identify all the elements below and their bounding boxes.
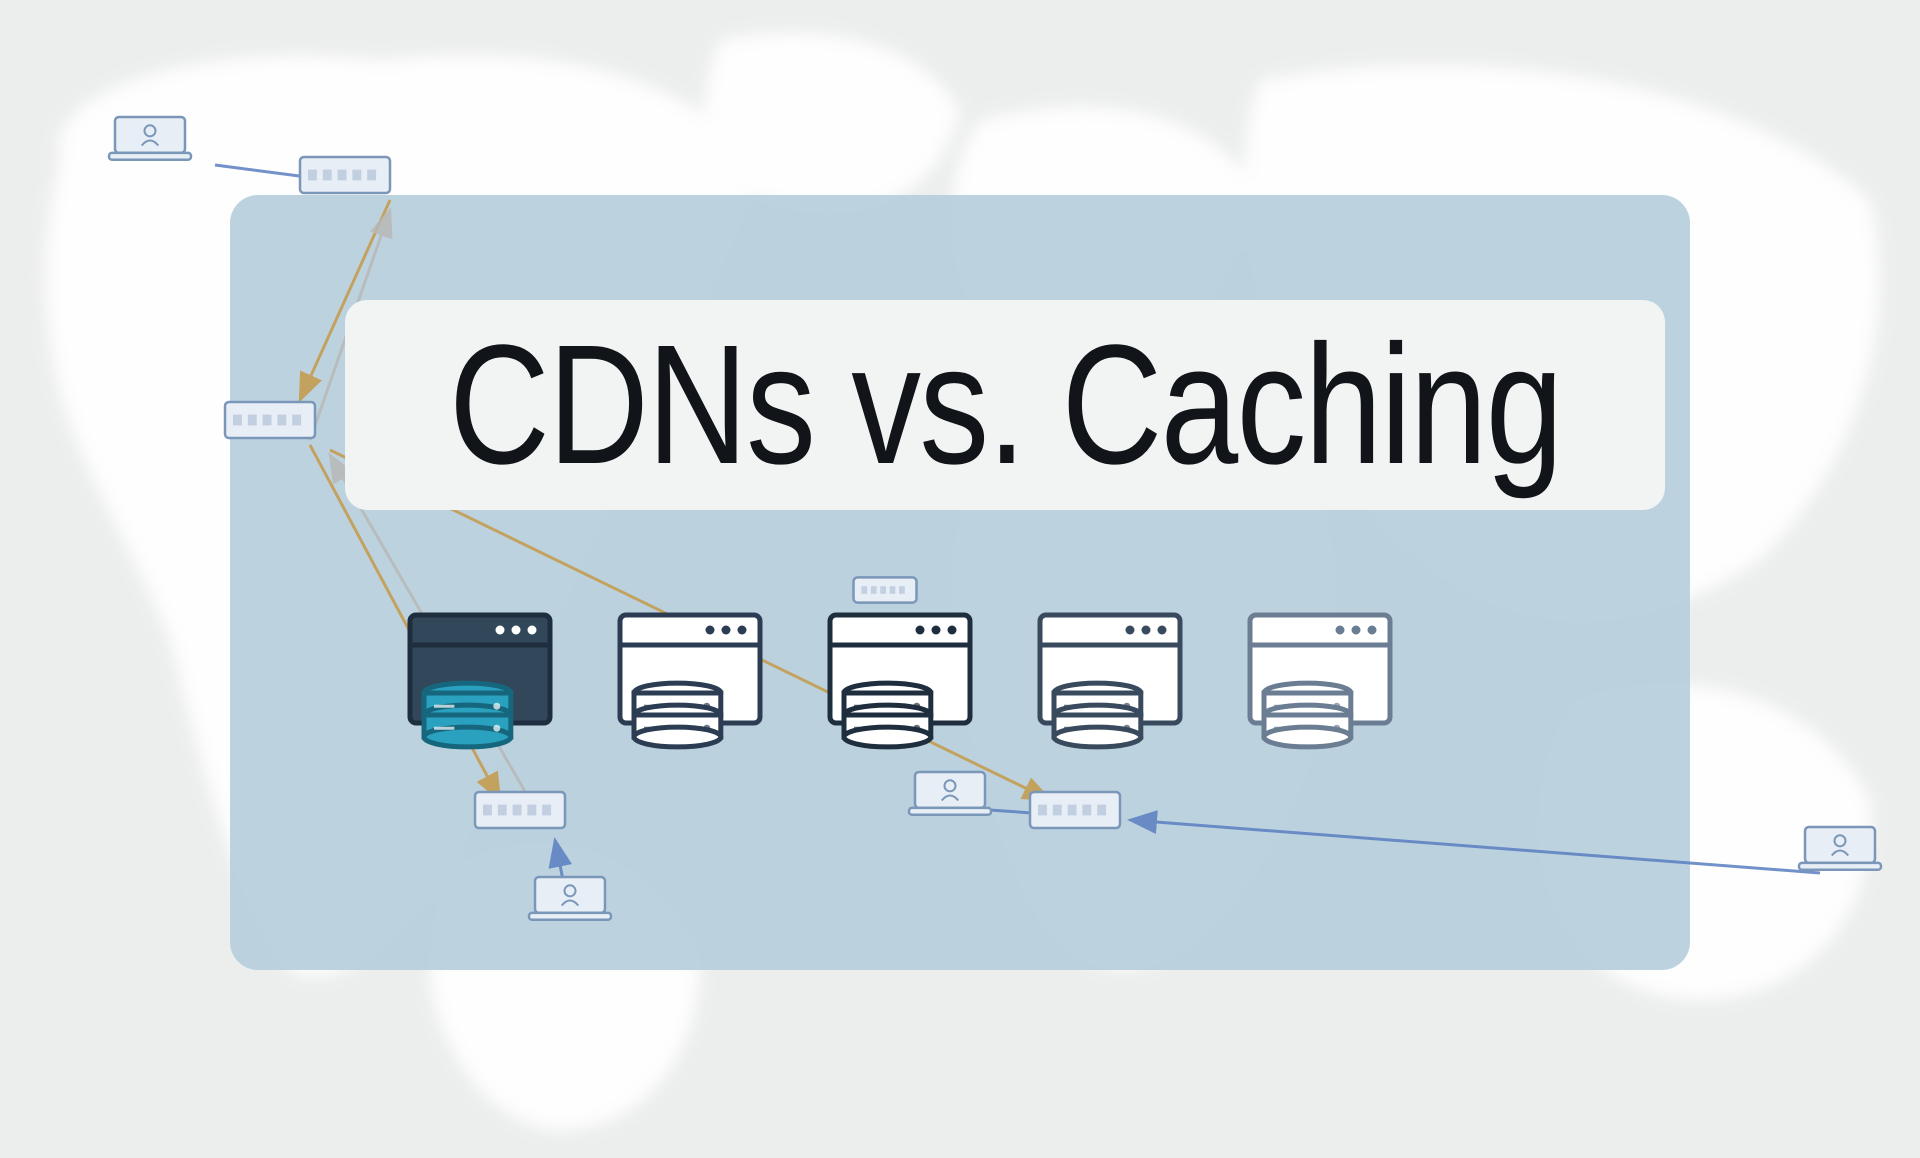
laptop-icon	[1799, 827, 1881, 870]
laptop-icon	[109, 117, 191, 160]
diagram-stage: CDNs vs. Caching	[0, 0, 1920, 1158]
title-card: CDNs vs. Caching	[345, 300, 1665, 510]
background-svg	[0, 0, 1920, 1158]
laptop-icon	[529, 877, 611, 920]
laptop-icon	[909, 772, 991, 815]
router-icon	[854, 577, 917, 602]
router-icon	[300, 157, 390, 193]
router-icon	[475, 792, 565, 828]
router-icon	[1030, 792, 1120, 828]
router-icon	[225, 402, 315, 438]
title-text: CDNs vs. Caching	[449, 307, 1562, 503]
